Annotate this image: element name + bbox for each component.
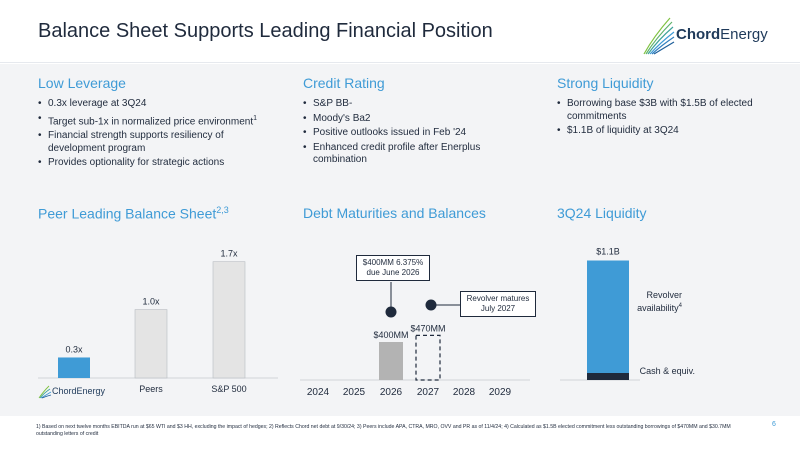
liquidity-stacked-bar: $1.1B: [560, 247, 640, 381]
debt-value-label: $400MM: [373, 330, 408, 340]
low-leverage-title: Low Leverage: [38, 75, 126, 91]
chord-mini-logo: ChordEnergy: [38, 385, 128, 399]
liquidity-chart-title: 3Q24 Liquidity: [557, 205, 647, 221]
list-item: Enhanced credit profile after Enerplus c…: [303, 142, 518, 167]
strong-liquidity-title: Strong Liquidity: [557, 75, 654, 91]
maturity-marker: [385, 306, 397, 318]
debt-year-label: 2026: [380, 387, 403, 398]
liquidity-total-label: $1.1B: [596, 247, 620, 257]
page-title: Balance Sheet Supports Leading Financial…: [38, 20, 493, 42]
debt-value-label: $470MM: [410, 323, 445, 333]
chord-mini-logo-icon: [38, 385, 52, 399]
page-number: 6: [772, 421, 776, 428]
debt-chart-title: Debt Maturities and Balances: [303, 205, 486, 221]
logo-text: ChordEnergy: [676, 26, 768, 43]
peer-category-label: S&P 500: [211, 384, 246, 394]
debt-year-label: 2028: [453, 387, 476, 398]
debt-year-label: 2027: [417, 387, 440, 398]
maturity-marker: [425, 299, 437, 311]
peer-bar-chart: 0.3x 1.0x Peers 1.7x S&P 500: [38, 249, 278, 394]
peer-value-label: 0.3x: [65, 344, 83, 354]
credit-rating-title: Credit Rating: [303, 75, 385, 91]
revolver-callout: Revolver matures July 2027: [460, 291, 536, 317]
company-logo: ChordEnergy: [640, 14, 770, 58]
revolver-segment: [587, 260, 629, 373]
debt-bar: [379, 342, 403, 380]
peer-bar: [212, 261, 246, 379]
strong-liquidity-list: Borrowing base $3B with $1.5B of elected…: [557, 98, 772, 140]
list-item: S&P BB-: [303, 98, 518, 111]
header-divider: [0, 62, 800, 63]
bond-callout: $400MM 6.375% due June 2026: [356, 255, 430, 281]
footnote: 1) Based on next twelve months EBITDA ru…: [36, 424, 731, 437]
debt-maturities-chart: 2024 2025 2026 $400MM 2027 $470MM 2028 2029: [300, 282, 530, 398]
list-item: Moody's Ba2: [303, 113, 518, 126]
peer-chart-title: Peer Leading Balance Sheet2,3: [38, 205, 229, 222]
list-item: $1.1B of liquidity at 3Q24: [557, 125, 772, 138]
peer-value-label: 1.7x: [220, 249, 238, 259]
list-item: Target sub-1x in normalized price enviro…: [38, 113, 273, 129]
list-item: Borrowing base $3B with $1.5B of elected…: [557, 98, 772, 123]
list-item: Provides optionality for strategic actio…: [38, 157, 273, 170]
peer-category-label: Peers: [139, 384, 163, 394]
list-item: Financial strength supports resiliency o…: [38, 130, 273, 155]
debt-year-label: 2024: [307, 387, 330, 398]
peer-bar: [134, 309, 168, 379]
peer-bar: [58, 357, 90, 378]
debt-bar: [415, 334, 441, 381]
credit-rating-list: S&P BB- Moody's Ba2 Positive outlooks is…: [303, 98, 518, 169]
debt-year-label: 2029: [489, 387, 512, 398]
cash-equiv-label: Cash & equiv.: [639, 366, 695, 376]
list-item: 0.3x leverage at 3Q24: [38, 98, 273, 111]
revolver-availability-label: Revolver availability4: [637, 290, 682, 313]
chord-logo-icon: [643, 17, 675, 55]
debt-year-label: 2025: [343, 387, 366, 398]
peer-value-label: 1.0x: [142, 297, 160, 307]
low-leverage-list: 0.3x leverage at 3Q24 Target sub-1x in n…: [38, 98, 273, 172]
list-item: Positive outlooks issued in Feb '24: [303, 127, 518, 140]
cash-segment: [587, 373, 629, 380]
